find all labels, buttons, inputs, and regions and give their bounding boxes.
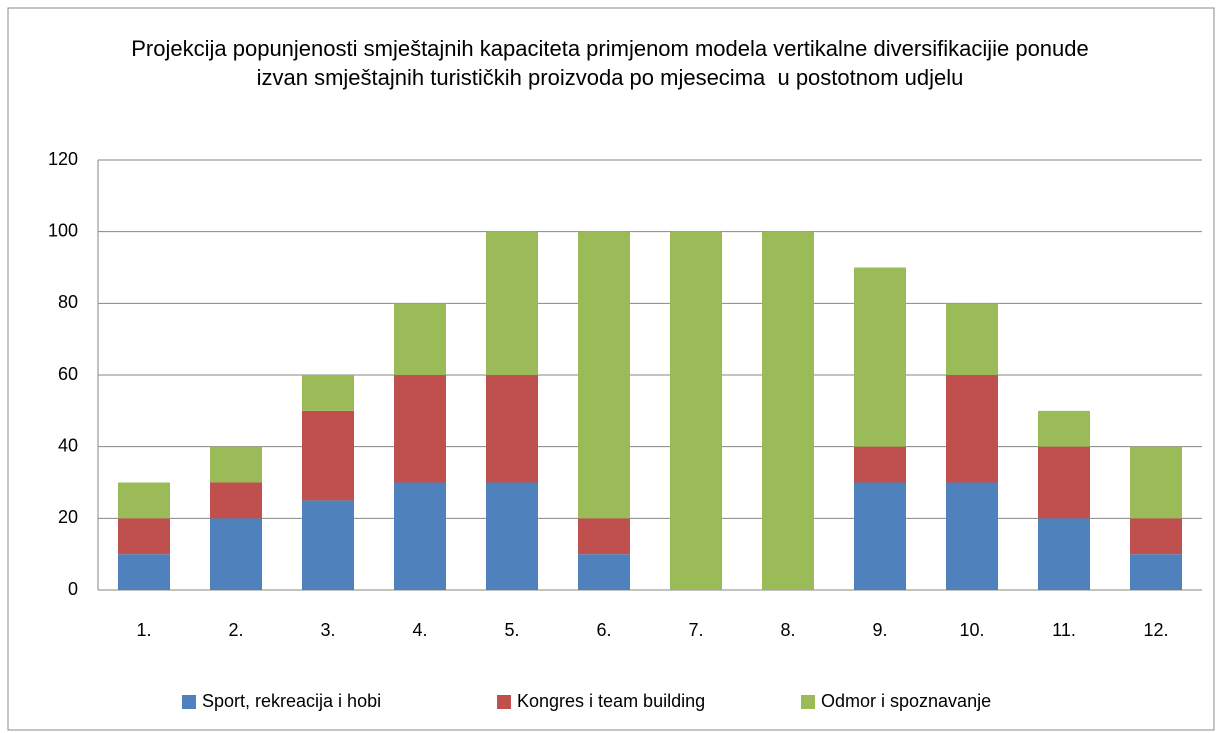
- legend-label: Odmor i spoznavanje: [821, 691, 991, 711]
- bar-segment: [946, 482, 998, 590]
- bar-segment: [118, 554, 170, 590]
- bar-segment: [486, 231, 538, 375]
- y-tick-label: 80: [58, 292, 78, 312]
- bar-segment: [854, 446, 906, 483]
- bar-segment: [762, 231, 814, 590]
- bar-segment: [210, 518, 262, 590]
- y-tick-label: 60: [58, 364, 78, 384]
- legend-label: Sport, rekreacija i hobi: [202, 691, 381, 711]
- x-tick-label: 7.: [688, 620, 703, 640]
- x-tick-label: 6.: [596, 620, 611, 640]
- y-tick-label: 40: [58, 435, 78, 455]
- bar-segment: [302, 375, 354, 411]
- y-tick-label: 100: [48, 220, 78, 240]
- x-tick-label: 8.: [780, 620, 795, 640]
- x-tick-label: 5.: [504, 620, 519, 640]
- legend-swatch: [801, 695, 815, 709]
- bar-segment: [854, 482, 906, 590]
- bar-segment: [486, 375, 538, 483]
- y-tick-label: 0: [68, 579, 78, 599]
- y-tick-label: 20: [58, 507, 78, 527]
- bar-segment: [1130, 554, 1182, 590]
- legend-swatch: [182, 695, 196, 709]
- bar-segment: [118, 482, 170, 519]
- bar-segment: [1038, 518, 1090, 590]
- bar-segment: [302, 410, 354, 501]
- x-tick-label: 1.: [136, 620, 151, 640]
- legend-label: Kongres i team building: [517, 691, 705, 711]
- legend-swatch: [497, 695, 511, 709]
- bar-segment: [394, 303, 446, 375]
- x-tick-label: 9.: [872, 620, 887, 640]
- bar-segment: [578, 518, 630, 555]
- bar-segment: [578, 554, 630, 590]
- x-tick-label: 12.: [1143, 620, 1168, 640]
- bar-segment: [394, 482, 446, 590]
- bar-segment: [210, 482, 262, 519]
- bar-segment: [1130, 446, 1182, 519]
- bar-segment: [1038, 410, 1090, 447]
- x-tick-label: 11.: [1052, 620, 1076, 640]
- bar-segment: [302, 500, 354, 590]
- chart-title: Projekcija popunjenosti smještajnih kapa…: [131, 36, 1095, 90]
- bar-segment: [486, 482, 538, 590]
- bar-segment: [210, 446, 262, 483]
- x-tick-label: 4.: [412, 620, 427, 640]
- x-tick-label: 3.: [320, 620, 335, 640]
- bar-segment: [946, 303, 998, 375]
- bar-segment: [394, 375, 446, 483]
- bar-segment: [1130, 518, 1182, 555]
- x-tick-label: 10.: [959, 620, 984, 640]
- bar-segment: [670, 231, 722, 590]
- bar-segment: [118, 518, 170, 555]
- bar-segment: [946, 375, 998, 483]
- bar-segment: [578, 231, 630, 519]
- bar-segment: [1038, 446, 1090, 519]
- x-tick-label: 2.: [228, 620, 243, 640]
- bar-segment: [854, 267, 906, 447]
- y-tick-label: 120: [48, 149, 78, 169]
